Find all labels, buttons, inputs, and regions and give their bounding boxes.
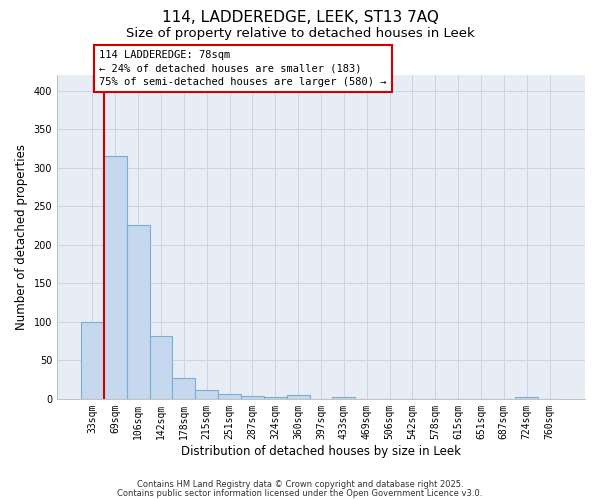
Bar	[104, 156, 127, 399]
Bar	[196, 390, 218, 399]
Bar	[332, 398, 355, 399]
Bar	[172, 378, 196, 399]
Bar	[264, 396, 287, 399]
Text: 114, LADDEREDGE, LEEK, ST13 7AQ: 114, LADDEREDGE, LEEK, ST13 7AQ	[161, 10, 439, 25]
Bar	[241, 396, 264, 399]
Text: Contains HM Land Registry data © Crown copyright and database right 2025.: Contains HM Land Registry data © Crown c…	[137, 480, 463, 489]
Y-axis label: Number of detached properties: Number of detached properties	[15, 144, 28, 330]
Bar	[127, 226, 149, 399]
Text: Contains public sector information licensed under the Open Government Licence v3: Contains public sector information licen…	[118, 488, 482, 498]
Bar	[515, 398, 538, 399]
X-axis label: Distribution of detached houses by size in Leek: Distribution of detached houses by size …	[181, 444, 461, 458]
Text: Size of property relative to detached houses in Leek: Size of property relative to detached ho…	[125, 28, 475, 40]
Bar	[218, 394, 241, 399]
Bar	[81, 322, 104, 399]
Text: 114 LADDEREDGE: 78sqm
← 24% of detached houses are smaller (183)
75% of semi-det: 114 LADDEREDGE: 78sqm ← 24% of detached …	[100, 50, 387, 86]
Bar	[149, 336, 172, 399]
Bar	[287, 395, 310, 399]
